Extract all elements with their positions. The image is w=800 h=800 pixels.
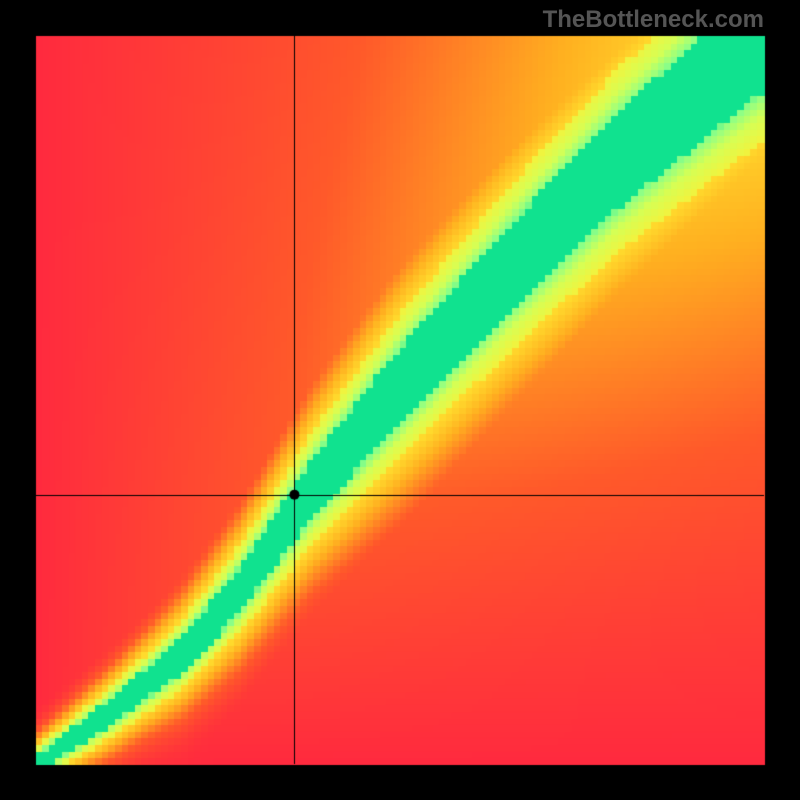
bottleneck-heatmap xyxy=(0,0,800,800)
watermark-text: TheBottleneck.com xyxy=(543,6,764,34)
